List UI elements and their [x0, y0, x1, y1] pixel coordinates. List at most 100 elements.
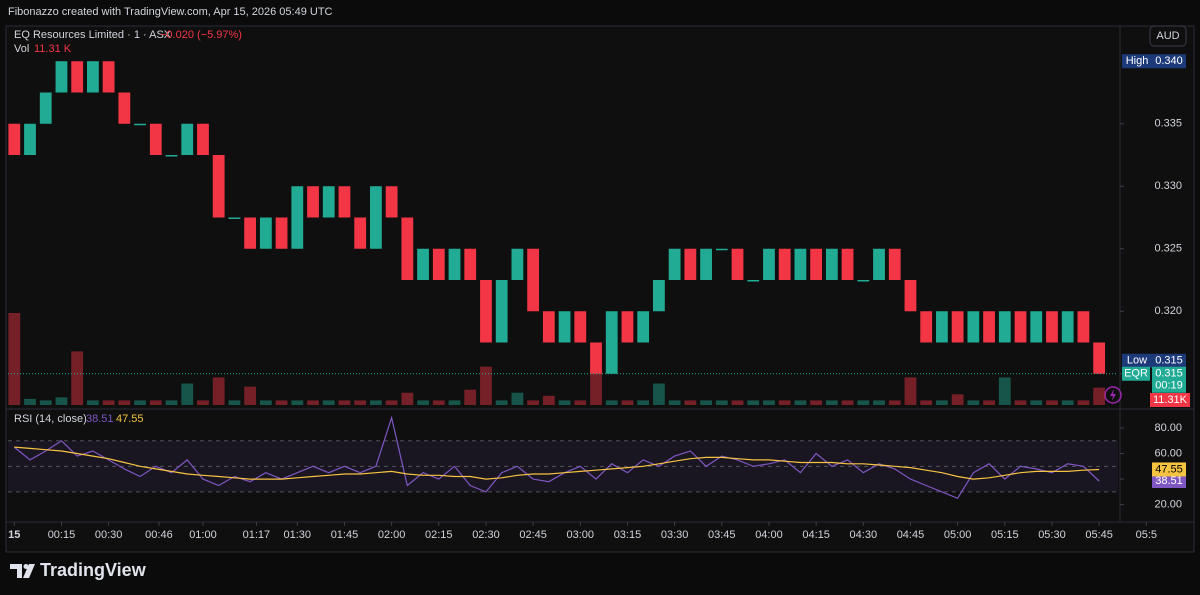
volume-bar — [574, 400, 587, 405]
volume-bar — [998, 377, 1011, 405]
candle-body — [55, 61, 68, 93]
candle-body — [558, 311, 571, 343]
candle-body — [825, 248, 838, 280]
candle-body — [118, 92, 131, 124]
x-tick-label: 04:00 — [755, 529, 783, 541]
x-tick-label: 01:30 — [284, 529, 312, 541]
volume-bar — [71, 351, 84, 405]
volume-bar — [511, 392, 524, 405]
candle-body — [495, 280, 508, 343]
candle-body — [747, 280, 760, 282]
logo-v — [23, 564, 35, 578]
x-tick-label: 05:5 — [1136, 529, 1157, 541]
price-tag — [1152, 353, 1186, 368]
volume-bar — [873, 400, 885, 405]
candle-body — [794, 248, 807, 280]
candle-body — [1077, 311, 1090, 343]
candle-body — [322, 186, 335, 218]
x-tick-label: 05:00 — [944, 529, 972, 541]
volume-bar — [401, 392, 414, 405]
candle-body — [527, 248, 540, 312]
candle-body — [87, 61, 99, 93]
volume-bar — [417, 400, 429, 405]
volume-bar — [385, 400, 398, 405]
rsi-line — [13, 415, 1100, 500]
volume-bar — [527, 400, 540, 405]
volume-bar — [605, 400, 618, 405]
price-tag — [1122, 366, 1150, 381]
y-tick-label: 0.330 — [1154, 180, 1182, 192]
candle-body — [904, 280, 917, 312]
symbol-title: EQ Resources Limited · 1 · ASX — [14, 29, 172, 41]
candle-body — [841, 248, 854, 280]
candle-body — [480, 280, 492, 343]
x-tick-label: 02:00 — [378, 529, 406, 541]
y-tick-label: 60.00 — [1154, 447, 1182, 459]
candle-body — [228, 217, 241, 219]
candle-body — [684, 248, 697, 280]
x-tick-label: 01:45 — [331, 529, 359, 541]
volume-bar — [181, 383, 194, 405]
lightning-icon[interactable] — [1104, 386, 1122, 404]
x-tick-label: 03:00 — [567, 529, 595, 541]
price-tag-label: Low — [1127, 355, 1147, 367]
price-tag-label: 38.51 — [1155, 475, 1183, 487]
volume-bar — [118, 400, 131, 405]
volume-bar — [102, 400, 115, 405]
volume-bar — [307, 400, 319, 405]
candle-body — [1030, 311, 1043, 343]
volume-bar — [920, 400, 933, 405]
x-tick-label: 04:45 — [897, 529, 925, 541]
candle-body — [244, 217, 257, 249]
currency-label[interactable]: AUD — [1156, 30, 1179, 42]
x-tick-label: 00:30 — [95, 529, 123, 541]
volume-bar — [825, 400, 838, 405]
x-tick-label: 01:17 — [243, 529, 271, 541]
x-tick-label: 15 — [8, 529, 20, 541]
volume-bar — [841, 400, 854, 405]
volume-bar — [275, 400, 288, 405]
volume-bar — [951, 394, 964, 405]
price-tag-label: 0.315 — [1155, 355, 1183, 367]
volume-bar — [370, 400, 382, 405]
volume-bar — [448, 400, 461, 405]
x-tick-label: 02:15 — [425, 529, 453, 541]
volume-bar — [747, 400, 760, 405]
volume-bar — [668, 400, 681, 405]
candle-body — [700, 248, 712, 280]
candle-body — [338, 186, 351, 218]
candle-body — [998, 311, 1011, 343]
candle-body — [574, 311, 587, 343]
candle-body — [181, 123, 194, 155]
candle-body — [134, 123, 146, 126]
volume-title: Vol — [14, 43, 29, 55]
rsi-title: RSI (14, close) — [14, 413, 87, 425]
volume-bar — [55, 397, 68, 405]
candle-body — [983, 311, 995, 343]
volume-bar — [1093, 387, 1106, 405]
x-tick-label: 04:30 — [850, 529, 878, 541]
volume-bar — [1061, 400, 1074, 405]
volume-bar — [888, 400, 901, 405]
candle-body — [888, 248, 901, 280]
x-tick-label: 03:45 — [708, 529, 736, 541]
volume-bar — [197, 400, 209, 405]
volume-bar — [8, 313, 21, 405]
price-tag — [1150, 393, 1190, 407]
price-tag — [1152, 54, 1186, 69]
volume-bar — [1014, 400, 1027, 405]
volume-bar — [24, 398, 36, 405]
candle-body — [71, 61, 84, 93]
volume-bar — [322, 400, 335, 405]
volume-bar — [857, 400, 870, 405]
x-tick-label: 03:15 — [614, 529, 642, 541]
currency-button[interactable] — [1149, 25, 1187, 47]
price-tag — [1122, 353, 1152, 368]
x-tick-label: 02:45 — [519, 529, 547, 541]
watermark: Fibonazzo created with TradingView.com, … — [8, 6, 333, 18]
candle-body — [307, 186, 319, 218]
candle-body — [1046, 311, 1058, 343]
volume-bar — [134, 400, 146, 405]
price-tag — [1152, 366, 1186, 381]
x-tick-label: 04:15 — [802, 529, 830, 541]
